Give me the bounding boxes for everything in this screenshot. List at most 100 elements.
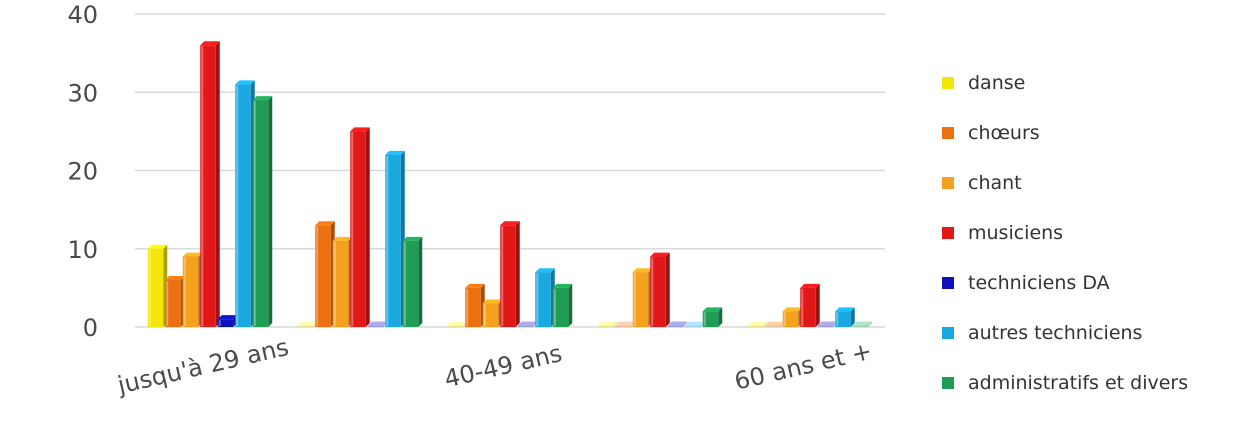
bar-highlight xyxy=(218,320,221,326)
bar xyxy=(465,283,485,327)
bar-front xyxy=(385,154,401,327)
bar xyxy=(535,268,555,327)
legend-item: techniciens DA xyxy=(942,258,1188,308)
bar-front xyxy=(650,256,666,327)
bar xyxy=(800,283,820,327)
legend-swatch xyxy=(942,77,954,89)
bar-front xyxy=(165,280,181,327)
bar-highlight xyxy=(651,257,654,326)
bar-top xyxy=(535,268,555,273)
bar xyxy=(632,268,653,327)
y-tick-label: 20 xyxy=(67,158,98,186)
bar xyxy=(782,307,803,327)
bar-front xyxy=(402,240,419,327)
bar xyxy=(852,321,873,327)
bar xyxy=(315,221,335,327)
legend-item: chœurs xyxy=(942,108,1188,158)
bar-top xyxy=(782,307,803,312)
bar-side xyxy=(763,321,768,327)
bar-front xyxy=(702,311,719,327)
legend-swatch xyxy=(942,327,954,339)
bar-front xyxy=(252,100,269,327)
y-axis-ticks: 0 10 20 30 40 xyxy=(67,1,98,342)
bar-highlight xyxy=(703,312,706,326)
bar-front xyxy=(852,325,869,327)
legend-item: musiciens xyxy=(942,208,1188,258)
bar-top xyxy=(332,236,353,241)
bar-top xyxy=(147,244,168,249)
bar-top xyxy=(385,150,405,155)
legend-swatch xyxy=(942,277,954,289)
bar xyxy=(235,80,255,327)
bar-top xyxy=(852,321,873,326)
legend-label: danse xyxy=(968,72,1026,94)
bar-top xyxy=(615,321,635,326)
legend-swatch xyxy=(942,377,954,389)
bar-side xyxy=(215,41,220,328)
bar-front xyxy=(535,272,551,327)
legend-label: autres techniciens xyxy=(968,322,1143,344)
bar xyxy=(165,276,185,327)
bar-side xyxy=(418,236,423,327)
legend-item: autres techniciens xyxy=(942,308,1188,358)
legend-label: techniciens DA xyxy=(968,272,1110,294)
bar-front xyxy=(297,325,314,327)
bar xyxy=(817,321,838,327)
bar-top xyxy=(217,315,238,320)
bars xyxy=(147,41,873,328)
bar-front xyxy=(782,311,799,327)
bar-highlight xyxy=(553,288,556,326)
bar-front xyxy=(667,325,684,327)
bar-top xyxy=(350,127,370,132)
bar-side xyxy=(365,127,370,327)
legend-label: chant xyxy=(968,172,1022,194)
bar xyxy=(252,96,273,327)
bar-top xyxy=(650,252,670,257)
bar-highlight xyxy=(253,101,256,326)
bar-side xyxy=(665,252,670,327)
bar-top xyxy=(747,321,768,326)
bar xyxy=(482,299,503,327)
x-tick-label: 40-49 ans xyxy=(442,339,565,393)
bar-front xyxy=(235,84,251,327)
legend-label: chœurs xyxy=(968,122,1040,144)
bar-front xyxy=(315,225,331,327)
bar-side xyxy=(515,221,520,327)
bar-side xyxy=(850,307,855,327)
bar-highlight xyxy=(351,132,354,326)
y-tick-label: 40 xyxy=(67,1,98,29)
bar-side xyxy=(868,321,873,327)
bar-side xyxy=(815,283,820,327)
legend-swatch xyxy=(942,127,954,139)
legend-swatch xyxy=(942,177,954,189)
bar xyxy=(517,321,538,327)
bar xyxy=(447,321,468,327)
bar-front xyxy=(632,272,649,327)
bar-front xyxy=(615,325,631,327)
x-axis-labels: jusqu'à 29 ans 40-49 ans 60 ans et + xyxy=(114,333,874,400)
bar-top xyxy=(315,221,335,226)
bar-highlight xyxy=(403,241,406,326)
bar-side xyxy=(568,283,573,327)
bar-front xyxy=(685,325,701,327)
bar-highlight xyxy=(166,281,169,326)
bar-front xyxy=(482,303,499,327)
bar xyxy=(500,221,520,327)
bar-top xyxy=(667,321,688,326)
bar-top xyxy=(632,268,653,273)
bar-side xyxy=(718,307,723,327)
bar-highlight xyxy=(236,85,239,326)
bar-top xyxy=(182,252,203,257)
bar-highlight xyxy=(836,312,839,326)
bar-top xyxy=(835,307,855,312)
bar-front xyxy=(835,311,851,327)
bar xyxy=(702,307,723,327)
bar xyxy=(297,321,318,327)
bar-top xyxy=(597,321,618,326)
bar-top xyxy=(500,221,520,226)
bar-highlight xyxy=(483,304,486,326)
bar-top xyxy=(165,276,185,281)
bar-top xyxy=(200,41,220,46)
bar xyxy=(835,307,855,327)
